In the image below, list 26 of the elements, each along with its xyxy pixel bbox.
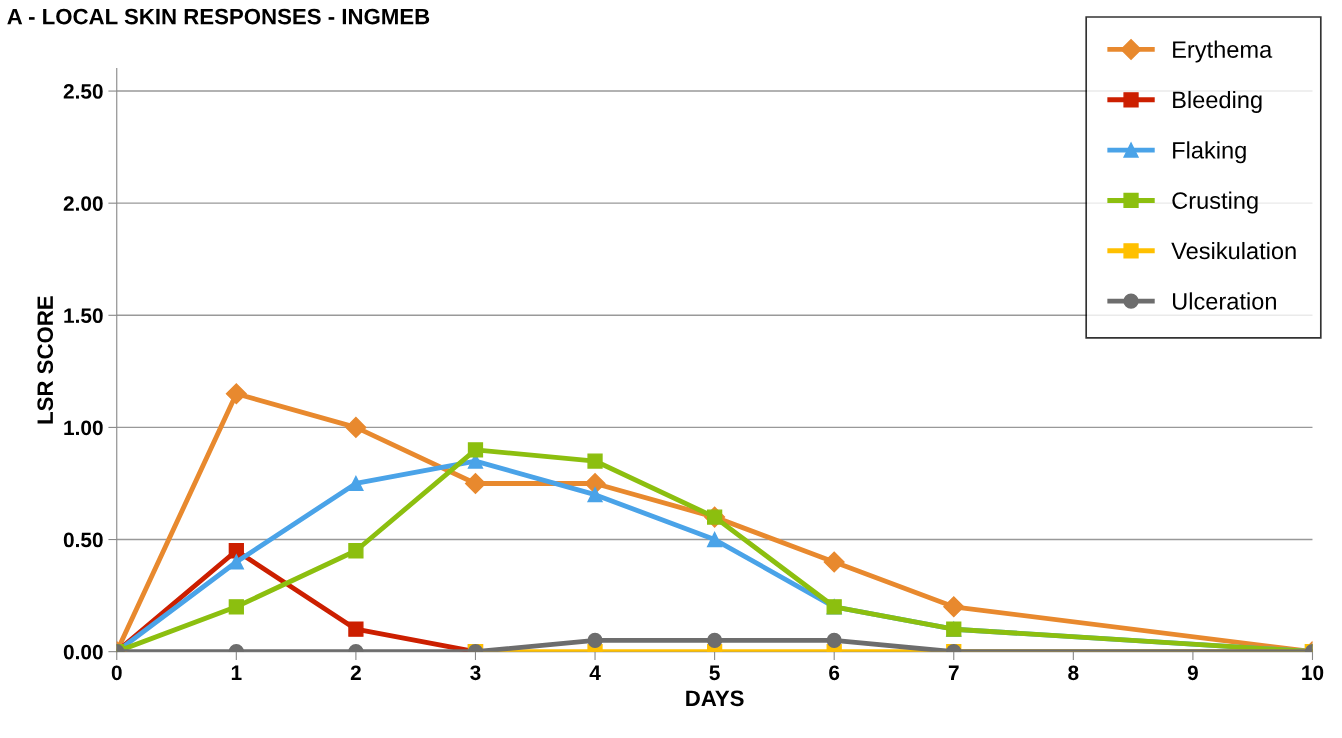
y-tick-label: 2.00	[63, 196, 103, 211]
x-tick-label: 2	[350, 665, 361, 680]
legend-label: Vesikulation	[1171, 241, 1296, 260]
x-tick-label: 1	[231, 665, 242, 680]
x-tick-label: 7	[948, 665, 959, 680]
legend-label: Crusting	[1172, 191, 1258, 214]
x-tick-label: 3	[470, 665, 481, 681]
legend-label: Ulceration	[1173, 292, 1276, 310]
y-axis-title: LSR SCORE	[37, 296, 54, 424]
y-tick-label: 2.50	[63, 84, 103, 99]
x-axis-title: DAYS	[686, 690, 744, 707]
y-tick-label: 0.00	[63, 644, 103, 660]
x-tick-label: 8	[1068, 665, 1079, 681]
legend-label: Bleeding	[1173, 90, 1262, 113]
x-tick-label: 6	[829, 665, 840, 681]
legend-label: Erythema	[1173, 40, 1273, 63]
y-tick-label: 0.50	[63, 532, 103, 548]
x-tick-label: 9	[1187, 665, 1198, 681]
y-tick-label: 1.00	[64, 420, 103, 436]
x-tick-label: 10	[1302, 665, 1324, 681]
x-tick-label: 0	[111, 665, 122, 681]
y-tick-label: 1.50	[64, 308, 103, 324]
x-tick-label: 5	[709, 665, 720, 681]
legend-label: Flaking	[1173, 141, 1246, 164]
chart-title: A - LOCAL SKIN RESPONSES - INGMEB	[7, 8, 430, 25]
x-tick-label: 4	[589, 665, 601, 680]
